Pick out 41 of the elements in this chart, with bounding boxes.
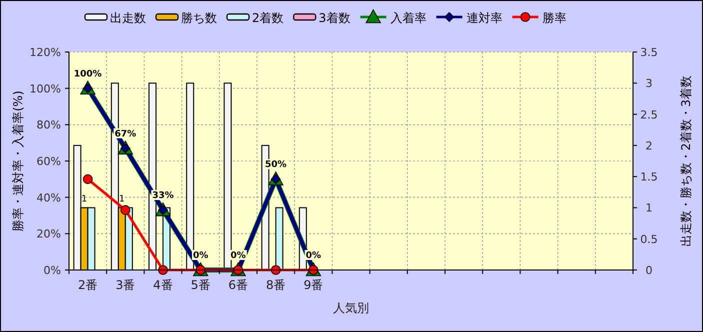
y-tick-label: 20%	[36, 228, 61, 241]
x-tick-label: 8番	[266, 278, 286, 292]
y2-tick-label: 3	[646, 77, 652, 90]
y2-tick-label: 1	[646, 202, 652, 215]
data-label: 1	[81, 194, 88, 205]
y-tick-label: 80%	[36, 118, 61, 132]
y2-tick-label: 2.5	[640, 108, 658, 122]
data-label: 67%	[114, 129, 136, 140]
legend-label: 勝ち数	[181, 11, 217, 25]
data-label: 1	[119, 194, 125, 205]
y-tick-label: 120%	[30, 46, 61, 59]
data-label: 33%	[152, 191, 174, 202]
legend-label: 入着率	[390, 11, 426, 25]
data-label: 50%	[265, 160, 287, 170]
y2-axis-title: 出走数・勝ち数・2着数・3着数	[679, 75, 693, 247]
x-tick-label: 2番	[78, 278, 98, 292]
y2-tick-label: 1.5	[640, 170, 658, 184]
y-tick-label: 60%	[36, 155, 61, 168]
x-tick-label: 3番	[116, 278, 136, 292]
x-tick-label: 6番	[228, 278, 248, 292]
x-tick-label: 9番	[304, 278, 324, 292]
y2-tick-label: 2	[646, 139, 652, 152]
data-label: 0%	[306, 251, 322, 261]
legend-label: 出走数	[110, 11, 146, 25]
x-tick-label: 4番	[153, 278, 173, 292]
y2-tick-label: 0	[646, 264, 652, 277]
x-tick-label: 5番	[190, 278, 210, 292]
y-tick-label: 100%	[30, 82, 61, 96]
x-axis-title: 人気別	[333, 301, 369, 315]
y-tick-label: 0%	[44, 264, 61, 277]
y2-tick-label: 0.5	[640, 232, 658, 246]
legend-label: 3着数	[318, 11, 350, 25]
legend-label: 2着数	[252, 11, 284, 25]
y-tick-label: 40%	[36, 191, 61, 204]
y2-tick-label: 3.5	[640, 46, 658, 59]
data-label: 0%	[192, 251, 208, 261]
data-label: 0%	[230, 251, 246, 261]
legend-label: 連対率	[466, 11, 502, 25]
data-label: 100%	[74, 69, 102, 80]
legend-label: 勝率	[542, 11, 566, 25]
y-axis-title: 勝率・連対率・入着率(%)	[11, 90, 25, 232]
